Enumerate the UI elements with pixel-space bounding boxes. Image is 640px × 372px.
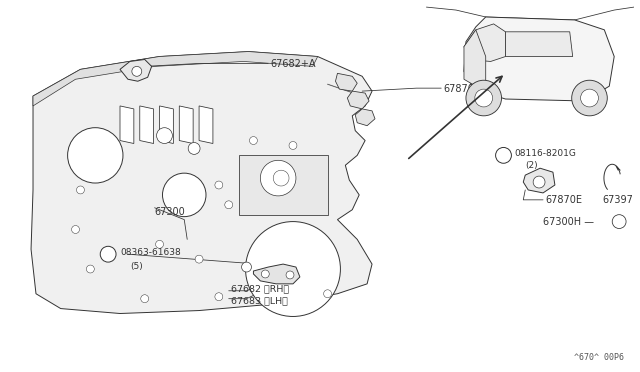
Polygon shape [199, 106, 213, 144]
Circle shape [246, 222, 340, 317]
Circle shape [250, 137, 257, 144]
Circle shape [475, 89, 493, 107]
Circle shape [68, 128, 123, 183]
Polygon shape [506, 32, 573, 57]
Text: B: B [500, 151, 506, 160]
Polygon shape [355, 109, 375, 126]
Circle shape [580, 89, 598, 107]
Circle shape [132, 66, 141, 76]
Circle shape [141, 295, 148, 303]
Polygon shape [464, 30, 486, 86]
Text: 08363-61638: 08363-61638 [120, 248, 180, 257]
Circle shape [612, 215, 626, 228]
Circle shape [157, 128, 172, 144]
Circle shape [195, 255, 203, 263]
Polygon shape [239, 155, 328, 215]
Text: 67397: 67397 [602, 195, 633, 205]
Polygon shape [33, 52, 317, 106]
Text: 67300H —: 67300H — [543, 217, 594, 227]
Text: 67300: 67300 [155, 207, 186, 217]
Polygon shape [179, 106, 193, 144]
Circle shape [289, 141, 297, 150]
Circle shape [495, 147, 511, 163]
Text: 67683 〈LH〉: 67683 〈LH〉 [230, 296, 287, 305]
Circle shape [188, 142, 200, 154]
Polygon shape [253, 264, 300, 284]
Text: 08116-8201G: 08116-8201G [515, 149, 576, 158]
Polygon shape [464, 24, 506, 61]
Circle shape [86, 265, 94, 273]
Text: (2): (2) [525, 161, 538, 170]
Circle shape [572, 80, 607, 116]
Circle shape [77, 186, 84, 194]
Circle shape [466, 80, 502, 116]
Polygon shape [140, 106, 154, 144]
Polygon shape [335, 73, 357, 91]
Polygon shape [120, 106, 134, 144]
Text: (5): (5) [130, 262, 143, 270]
Circle shape [163, 173, 206, 217]
Polygon shape [464, 17, 614, 101]
Circle shape [324, 290, 332, 298]
Circle shape [72, 225, 79, 234]
Text: ^670^ 00P6: ^670^ 00P6 [574, 353, 624, 362]
Circle shape [533, 176, 545, 188]
Text: 67870: 67870 [444, 84, 474, 94]
Circle shape [260, 160, 296, 196]
Text: 67682 〈RH〉: 67682 〈RH〉 [230, 284, 289, 293]
Circle shape [215, 181, 223, 189]
Circle shape [100, 246, 116, 262]
Polygon shape [524, 168, 555, 193]
Text: S: S [106, 250, 111, 259]
Polygon shape [159, 106, 173, 144]
Circle shape [273, 170, 289, 186]
Text: 67682+A: 67682+A [270, 60, 316, 70]
Circle shape [225, 201, 233, 209]
Polygon shape [120, 60, 152, 81]
Circle shape [215, 293, 223, 301]
Polygon shape [31, 52, 372, 314]
Text: 67870E: 67870E [545, 195, 582, 205]
Circle shape [241, 262, 252, 272]
Polygon shape [348, 91, 369, 109]
Circle shape [261, 270, 269, 278]
Circle shape [286, 271, 294, 279]
Circle shape [156, 240, 163, 248]
